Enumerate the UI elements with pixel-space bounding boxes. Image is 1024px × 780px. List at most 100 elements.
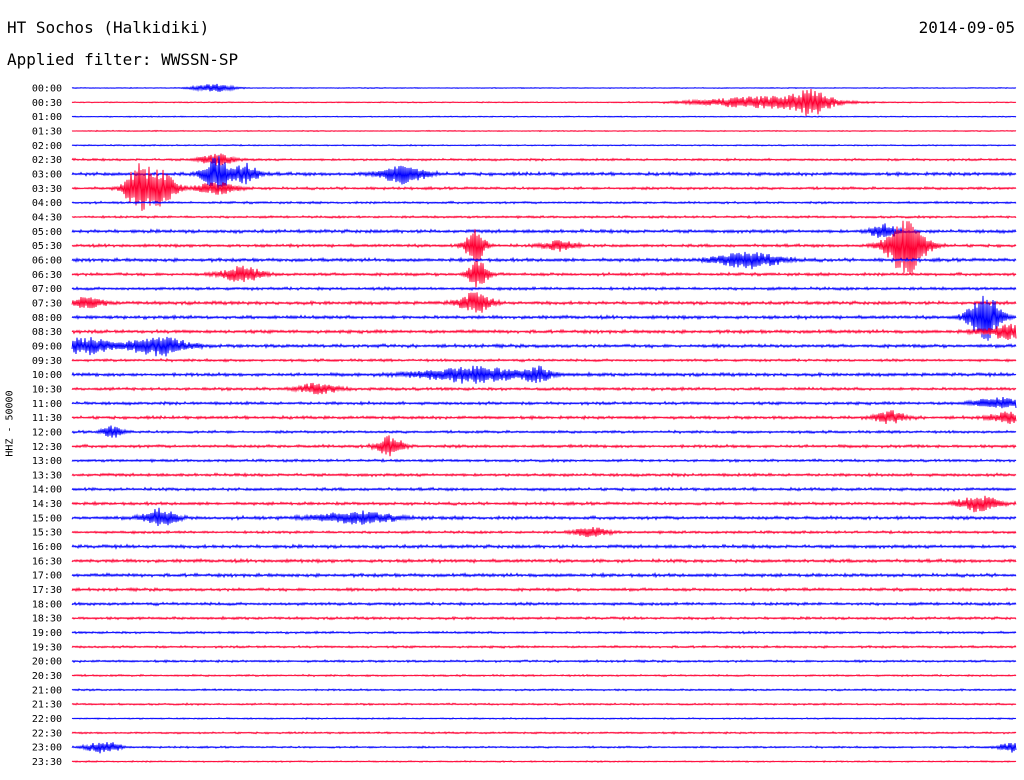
trace-line: [71, 601, 1017, 607]
trace-line: [71, 396, 1017, 409]
time-tick-label: 08:30: [32, 327, 62, 338]
time-tick-label: 19:30: [32, 642, 62, 653]
time-tick-label: 06:30: [32, 270, 62, 281]
trace-line: [71, 730, 1017, 735]
time-tick-label: 18:30: [32, 614, 62, 625]
trace-line: [71, 115, 1017, 118]
time-tick-label: 01:00: [32, 112, 62, 123]
trace-line: [71, 292, 1017, 313]
time-tick-label: 19:00: [32, 628, 62, 639]
trace-line: [71, 687, 1017, 692]
time-tick-label: 09:00: [32, 341, 62, 352]
trace-line: [71, 295, 1017, 341]
trace-line: [71, 261, 1017, 288]
trace-line: [71, 323, 1017, 341]
trace-line: [71, 143, 1017, 147]
trace-line: [71, 495, 1017, 513]
time-tick-label: 12:30: [32, 442, 62, 453]
time-tick-label: 15:30: [32, 528, 62, 539]
trace-line: [71, 200, 1017, 205]
time-tick-label: 02:30: [32, 155, 62, 166]
time-tick-label: 07:00: [32, 284, 62, 295]
trace-line: [71, 83, 1017, 93]
trace-line: [71, 742, 1017, 754]
time-tick-label: 21:30: [32, 700, 62, 711]
trace-line: [71, 557, 1017, 565]
time-tick-label: 00:00: [32, 84, 62, 95]
time-tick-label: 11:00: [32, 399, 62, 410]
trace-line: [71, 435, 1017, 457]
date-label: 2014-09-05: [918, 18, 1015, 37]
trace-line: [71, 220, 1017, 275]
trace-line: [71, 571, 1017, 579]
time-tick-label: 18:00: [32, 599, 62, 610]
trace-line: [71, 223, 1017, 238]
trace-line: [71, 251, 1017, 270]
time-tick-label: 03:00: [32, 169, 62, 180]
trace-line: [71, 285, 1017, 292]
trace-line: [71, 163, 1017, 211]
station-title: HT Sochos (Halkidiki): [7, 18, 210, 37]
time-tick-label: 05:30: [32, 241, 62, 252]
time-tick-label: 02:00: [32, 141, 62, 152]
time-tick-label: 23:30: [32, 757, 62, 768]
time-tick-label: 15:00: [32, 513, 62, 524]
trace-line: [71, 673, 1017, 678]
filter-label: Applied filter: WWSSN-SP: [7, 50, 239, 69]
trace-line: [71, 659, 1017, 664]
time-tick-label: 12:00: [32, 427, 62, 438]
trace-line: [71, 88, 1017, 116]
time-tick-label: 20:00: [32, 657, 62, 668]
time-tick-label: 14:30: [32, 499, 62, 510]
time-tick-label: 05:00: [32, 227, 62, 238]
time-tick-label: 01:30: [32, 126, 62, 137]
time-tick-label: 06:00: [32, 255, 62, 266]
trace-line: [71, 472, 1017, 478]
trace-line: [71, 457, 1017, 464]
trace-line: [71, 759, 1017, 764]
time-tick-label: 09:30: [32, 356, 62, 367]
trace-line: [71, 365, 1017, 384]
trace-line: [71, 214, 1017, 220]
trace-line: [71, 526, 1017, 538]
time-tick-label: 10:30: [32, 384, 62, 395]
time-tick-label: 22:00: [32, 714, 62, 725]
trace-line: [71, 543, 1017, 550]
trace-line: [71, 507, 1017, 527]
time-tick-label: 16:00: [32, 542, 62, 553]
time-tick-label: 14:00: [32, 485, 62, 496]
time-tick-label: 20:30: [32, 671, 62, 682]
time-tick-label: 23:00: [32, 743, 62, 754]
trace-line: [71, 630, 1017, 635]
trace-line: [71, 357, 1017, 363]
time-tick-label: 13:30: [32, 470, 62, 481]
trace-line: [71, 425, 1017, 438]
time-tick-label: 16:30: [32, 556, 62, 567]
trace-line: [71, 336, 1017, 357]
trace-line: [71, 702, 1017, 707]
time-tick-label: 07:30: [32, 298, 62, 309]
time-tick-label: 17:30: [32, 585, 62, 596]
time-tick-label: 17:00: [32, 571, 62, 582]
trace-line: [71, 153, 1017, 166]
trace-line: [71, 382, 1017, 395]
time-tick-label: 08:00: [32, 313, 62, 324]
trace-line: [71, 486, 1017, 493]
time-tick-label: 13:00: [32, 456, 62, 467]
time-tick-label: 21:00: [32, 685, 62, 696]
trace-line: [71, 156, 1017, 191]
time-tick-label: 10:00: [32, 370, 62, 381]
trace-line: [71, 615, 1017, 621]
time-tick-label: 11:30: [32, 413, 62, 424]
trace-line: [71, 410, 1017, 425]
time-tick-label: 00:30: [32, 98, 62, 109]
time-tick-label: 03:30: [32, 184, 62, 195]
trace-line: [71, 716, 1017, 721]
trace-line: [71, 129, 1017, 133]
trace-line: [71, 644, 1017, 650]
time-tick-label: 22:30: [32, 728, 62, 739]
time-tick-label: 04:30: [32, 212, 62, 223]
trace-line: [71, 586, 1017, 593]
time-tick-label: 04:00: [32, 198, 62, 209]
